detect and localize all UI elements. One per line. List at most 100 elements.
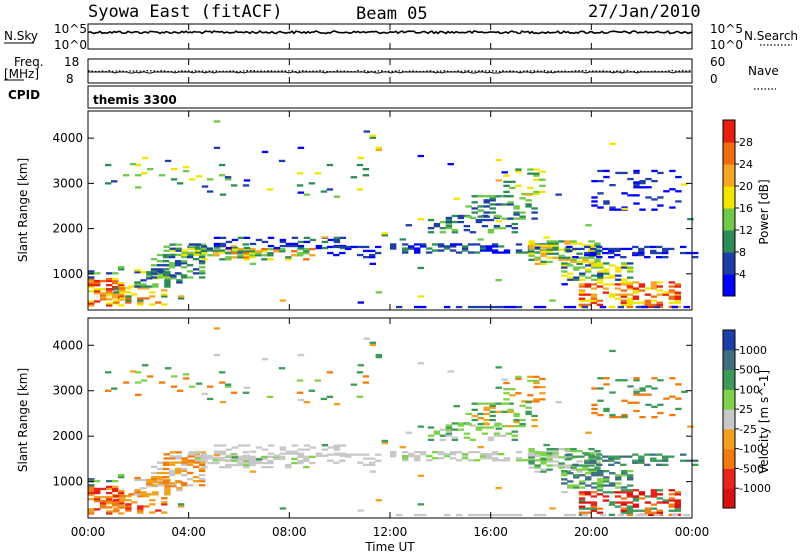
range-gate-cell [463, 225, 471, 228]
range-gate-cell [626, 507, 634, 510]
range-gate-cell [297, 240, 305, 244]
range-gate-cell [439, 220, 447, 224]
range-gate-cell [632, 453, 639, 456]
range-gate-cell [602, 495, 610, 498]
range-gate-cell [175, 247, 182, 250]
range-gate-cell [350, 176, 358, 179]
range-gate-cell [662, 249, 669, 253]
velocity-ylabel: Slant Range [km] [16, 368, 30, 472]
range-gate-cell [134, 271, 141, 274]
range-gate-cell [176, 279, 183, 282]
range-gate-cell [118, 268, 125, 271]
range-gate-cell [437, 451, 445, 454]
range-gate-cell [591, 264, 598, 267]
range-gate-cell [509, 305, 517, 309]
range-gate-cell [597, 377, 604, 380]
range-gate-cell [443, 305, 451, 309]
range-gate-cell [188, 451, 196, 454]
range-gate-cell [194, 455, 202, 458]
range-gate-cell [483, 195, 490, 198]
range-gate-cell [621, 470, 628, 473]
range-gate-cell [540, 452, 547, 455]
range-gate-cell [632, 251, 639, 255]
range-gate-cell [644, 507, 652, 510]
range-gate-cell [578, 297, 586, 300]
range-gate-cell [333, 245, 340, 249]
range-gate-cell [231, 248, 239, 251]
range-gate-cell [161, 303, 168, 306]
range-gate-cell [597, 272, 604, 275]
range-gate-cell [113, 293, 120, 296]
range-gate-cell [88, 508, 95, 511]
range-gate-cell [582, 244, 589, 247]
range-gate-cell [546, 452, 553, 455]
range-gate-cell [651, 180, 658, 183]
range-gate-cell [615, 486, 622, 489]
range-gate-cell [533, 247, 541, 250]
range-gate-cell [243, 236, 251, 239]
range-gate-cell [513, 418, 520, 422]
range-gate-cell [146, 481, 153, 484]
range-gate-cell [519, 418, 526, 422]
range-gate-cell [564, 242, 571, 245]
range-gate-cell [213, 452, 221, 455]
range-gate-cell [540, 468, 547, 471]
range-gate-cell [608, 305, 616, 308]
range-gate-cell [662, 291, 669, 294]
range-gate-cell [198, 467, 206, 471]
range-gate-cell [297, 459, 304, 463]
range-gate-cell [100, 294, 107, 297]
range-gate-cell [651, 405, 658, 408]
range-gate-cell [192, 268, 200, 271]
range-gate-cell [584, 253, 591, 257]
colorbar-tick-label: 1000 [739, 344, 767, 357]
range-gate-cell [681, 183, 688, 186]
range-gate-cell [626, 513, 634, 516]
range-gate-cell [255, 254, 262, 257]
power-colorbar-label: Power [dB] [757, 179, 771, 244]
range-gate-cell [137, 509, 144, 512]
range-gate-cell [511, 434, 518, 437]
range-gate-cell [427, 426, 435, 429]
range-gate-cell [656, 501, 663, 504]
range-gate-cell [291, 452, 299, 455]
range-gate-cell [273, 246, 281, 250]
range-gate-cell [591, 196, 598, 199]
range-gate-cell [94, 491, 101, 495]
range-gate-cell [591, 180, 598, 183]
range-gate-cell [621, 486, 628, 489]
range-gate-cell [113, 495, 120, 498]
range-gate-cell [674, 493, 681, 496]
range-gate-cell [176, 389, 184, 392]
range-gate-cell [627, 270, 634, 273]
range-gate-cell [572, 463, 579, 466]
range-gate-cell [656, 289, 663, 292]
range-gate-cell [213, 444, 221, 447]
range-gate-cell [641, 305, 649, 309]
range-gate-cell [100, 500, 107, 503]
range-gate-cell [515, 168, 522, 171]
velocity-colorbar-label: Velocity [m s^-1] [757, 370, 771, 474]
range-gate-cell [231, 246, 239, 250]
range-gate-cell [477, 417, 484, 420]
range-gate-cell [198, 262, 206, 265]
range-gate-cell [668, 489, 675, 492]
range-gate-cell [608, 295, 616, 298]
power-cells [88, 120, 699, 309]
range-gate-cell [242, 243, 249, 246]
range-gate-cell [375, 353, 382, 357]
range-gate-cell [255, 459, 262, 463]
range-gate-cell [427, 231, 435, 234]
range-gate-cell [218, 251, 225, 254]
range-gate-cell [558, 464, 565, 467]
range-gate-cell [675, 397, 682, 400]
range-gate-cell [106, 279, 113, 283]
range-gate-cell [651, 198, 658, 201]
range-gate-cell [534, 244, 541, 247]
range-gate-cell [152, 283, 159, 286]
range-gate-cell [645, 177, 652, 181]
range-gate-cell [170, 485, 177, 488]
range-gate-cell [362, 381, 370, 384]
range-gate-cell [267, 455, 274, 458]
range-gate-cell [357, 301, 364, 304]
